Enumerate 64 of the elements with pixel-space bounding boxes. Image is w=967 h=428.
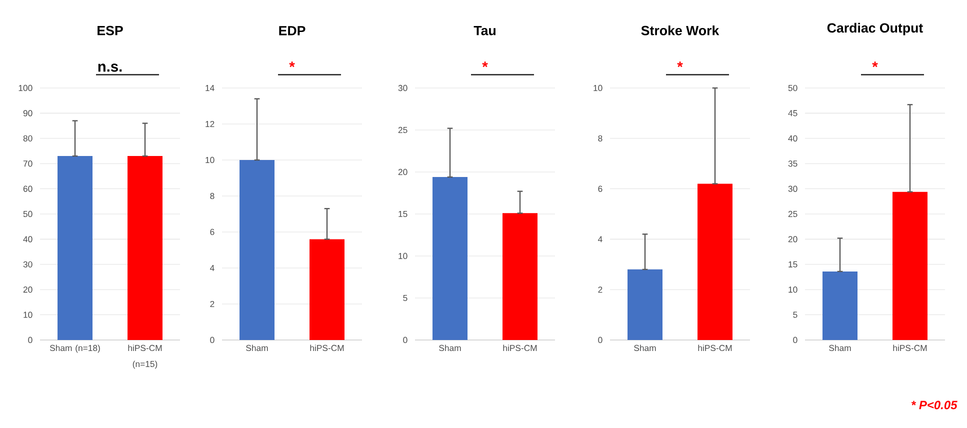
y-tick-label: 5	[403, 294, 408, 302]
y-tick-label: 5	[793, 312, 798, 318]
y-tick-label: 4	[598, 236, 602, 242]
y-tick-label: 30	[788, 186, 798, 192]
x-tick-label: Sham	[246, 344, 268, 352]
chart-title: Stroke Work	[641, 25, 720, 36]
y-tick-label: 12	[206, 120, 214, 128]
x-tick-label: Sham	[634, 344, 656, 352]
y-tick-label: 0	[403, 336, 408, 344]
text: *	[872, 62, 878, 68]
y-tick-label: 35	[788, 160, 798, 167]
text: *	[677, 62, 683, 68]
x-tick-label: hiPS-CM	[503, 344, 537, 352]
y-tick-label: 4	[210, 265, 214, 271]
x-tick-label: Sham	[829, 344, 851, 352]
y-tick-label: 50	[788, 84, 798, 92]
y-tick-label: 0	[598, 336, 602, 344]
y-tick-label: 2	[210, 300, 214, 308]
y-tick-label: 6	[210, 228, 214, 236]
x-tick-label: hiPS-CM	[310, 344, 344, 352]
text: n.s.	[98, 64, 122, 72]
y-tick-label: 80	[23, 135, 32, 142]
y-tick-label: 100	[18, 84, 32, 92]
y-tick-label: 15	[788, 261, 798, 268]
y-tick-label: 40	[23, 236, 32, 242]
x-tick-label: hiPS-CM	[698, 344, 732, 352]
chart-title: EDP	[279, 26, 306, 36]
y-tick-label: 50	[23, 210, 32, 218]
y-tick-label: 30	[398, 84, 408, 92]
x-tick-label: hiPS-CM (n=15)	[128, 344, 162, 369]
y-tick-label: 20	[23, 286, 32, 293]
y-tick-label: 6	[598, 186, 602, 192]
y-tick-label: 8	[210, 192, 214, 200]
y-tick-label: 10	[594, 84, 602, 92]
text: *	[289, 62, 295, 68]
y-tick-label: 10	[788, 286, 798, 293]
y-tick-label: 30	[23, 261, 32, 268]
y-tick-label: 0	[793, 336, 798, 344]
y-tick-label: 90	[23, 110, 32, 116]
y-tick-label: 60	[23, 186, 32, 192]
y-tick-label: 8	[598, 135, 602, 142]
x-tick-label: Sham	[439, 344, 461, 352]
chart-title: Cardiac Output	[827, 22, 923, 36]
y-tick-label: 15	[398, 210, 408, 218]
chart-title: Tau	[474, 26, 496, 36]
y-tick-label: 10	[206, 156, 214, 164]
x-tick-label: Sham (n=18)	[50, 344, 100, 353]
y-tick-label: 10	[24, 312, 32, 318]
y-tick-label: 40	[788, 135, 798, 142]
y-tick-label: 45	[788, 110, 798, 116]
y-tick-label: 10	[398, 252, 408, 260]
text: *	[482, 62, 488, 68]
y-tick-label: 14	[206, 85, 214, 91]
y-tick-label: 0	[210, 336, 214, 344]
y-tick-label: 25	[398, 126, 408, 134]
y-tick-label: 2	[598, 286, 602, 293]
y-tick-label: 70	[23, 160, 32, 167]
chart-title: ESP	[98, 26, 123, 36]
y-tick-label: 20	[398, 168, 408, 176]
text: * P<0.05	[911, 400, 958, 410]
y-tick-label: 25	[788, 210, 798, 218]
y-tick-label: 0	[28, 336, 32, 344]
x-tick-label: hiPS-CM	[893, 344, 927, 352]
y-tick-label: 20	[788, 236, 798, 242]
